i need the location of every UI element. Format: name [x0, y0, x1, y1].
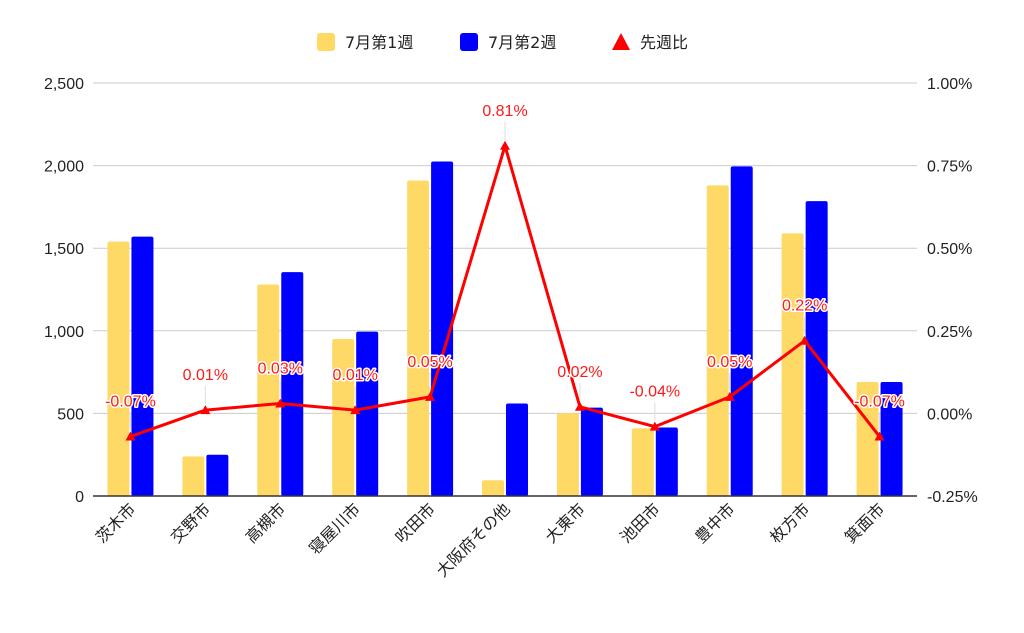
y-right-tick-label: 0.50%: [927, 241, 972, 258]
bar-week1: [856, 382, 879, 496]
data-label: 0.01%: [183, 367, 228, 384]
data-label: -0.07%: [854, 394, 905, 411]
y-left-tick-label: 2,000: [44, 159, 84, 176]
bar-week2: [356, 331, 379, 496]
y-left-tick-label: 1,000: [44, 324, 84, 341]
y-left-tick-label: 1,500: [44, 241, 84, 258]
x-category-label: 大東市: [541, 499, 588, 546]
bar-week2: [730, 166, 753, 496]
ratio-point-marker: [425, 391, 436, 401]
y-right-tick-label: 0.25%: [927, 324, 972, 341]
x-category-label: 大阪府その他: [433, 499, 514, 580]
ratio-point-marker: [200, 405, 211, 415]
data-label: 0.02%: [557, 364, 602, 381]
data-label: 0.05%: [407, 354, 452, 371]
x-category-label: 高槻市: [242, 499, 289, 546]
ratio-point-marker: [125, 431, 136, 441]
x-category-label: 箕面市: [841, 499, 888, 546]
bar-week1: [631, 428, 654, 496]
legend-triangle-icon: [612, 33, 630, 50]
x-category-label: 吹田市: [392, 499, 439, 546]
ratio-point-marker: [350, 405, 361, 415]
ratio-point-marker: [500, 140, 510, 150]
legend-swatch: [317, 33, 335, 51]
y-left-tick-label: 2,500: [44, 76, 84, 93]
ratio-point-marker: [275, 398, 286, 408]
bar-week2: [805, 201, 828, 497]
x-category-label: 枚方市: [766, 499, 813, 546]
bar-week2: [880, 382, 903, 496]
axes: 0 500 1,000 1,500 2,000 2,500 -0.25% 0.00% 0.25%…: [44, 76, 978, 581]
ratio-point-marker: [649, 421, 660, 431]
ratio-series-line: [129, 144, 881, 438]
x-category-label: 交野市: [167, 499, 214, 546]
bar-week1: [706, 185, 729, 496]
legend-swatch: [460, 33, 478, 51]
ratio-line: [125, 140, 885, 441]
y-left-tick-label: 0: [75, 489, 84, 506]
ratio-point-marker: [799, 335, 810, 345]
data-label: -0.04%: [629, 384, 680, 401]
bar-week1: [482, 480, 504, 496]
data-label: 0.05%: [707, 354, 752, 371]
data-label: 0.81%: [482, 103, 527, 120]
bar-week1: [257, 284, 280, 496]
bar-week2: [281, 272, 304, 496]
y-right-tick-label: 0.00%: [927, 406, 972, 423]
x-category-label: 茨木市: [92, 499, 139, 546]
bar-week2: [206, 454, 229, 496]
y-right-tick-label: -0.25%: [927, 489, 978, 506]
x-category-label: 池田市: [616, 499, 663, 546]
legend-item-week2[interactable]: 7月第2週: [460, 33, 556, 52]
bar-week2: [431, 161, 454, 496]
ratio-point-marker: [874, 431, 885, 441]
bar-week2: [580, 407, 603, 496]
x-category-label: 寝屋川市: [305, 499, 364, 558]
y-right-tick-label: 1.00%: [927, 76, 972, 93]
bar-week1: [781, 233, 804, 496]
bar-week1: [407, 180, 430, 496]
bar-week2: [506, 403, 528, 496]
legend-item-week1[interactable]: 7月第1週: [317, 33, 413, 52]
gridlines: [93, 82, 917, 414]
bar-week1: [182, 456, 205, 496]
bar-week1: [332, 339, 355, 496]
data-label: 0.03%: [258, 360, 303, 377]
legend-item-ratio[interactable]: 先週比: [612, 33, 688, 52]
legend-label: 7月第1週: [345, 33, 413, 52]
y-left-tick-label: 500: [57, 406, 84, 423]
x-category-label: 豊中市: [691, 499, 738, 546]
data-labels: -0.07% 0.01% 0.03% 0.01% 0.05% 0.81% 0.02% -0.0…: [104, 101, 906, 431]
data-label: -0.07%: [105, 394, 156, 411]
bar-week1: [556, 413, 579, 496]
bars: [107, 161, 903, 497]
legend[interactable]: 7月第1週 7月第2週 先週比: [317, 33, 688, 52]
y-right-tick-label: 0.75%: [927, 159, 972, 176]
legend-label: 7月第2週: [488, 33, 556, 52]
ratio-point-marker: [724, 391, 735, 401]
ratio-point-marker: [574, 401, 585, 411]
bar-week2: [655, 427, 678, 496]
legend-label: 先週比: [640, 33, 688, 52]
bar-week2: [131, 236, 154, 497]
data-label: 0.22%: [782, 298, 827, 315]
data-label: 0.01%: [332, 367, 377, 384]
bar-week1: [107, 241, 130, 496]
